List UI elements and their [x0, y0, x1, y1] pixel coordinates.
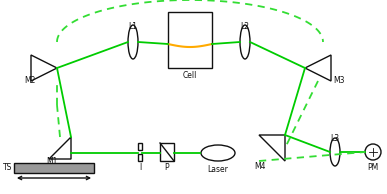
Bar — [138, 143, 142, 150]
Text: M3: M3 — [333, 76, 344, 85]
Text: Cell: Cell — [183, 71, 197, 80]
Text: L2: L2 — [240, 22, 250, 31]
Text: L3: L3 — [330, 134, 339, 143]
Bar — [168, 12, 212, 68]
Text: M4: M4 — [254, 162, 266, 171]
Text: PM: PM — [367, 163, 378, 172]
Text: M2: M2 — [24, 76, 36, 85]
Text: L1: L1 — [128, 22, 137, 31]
Bar — [160, 143, 174, 161]
Text: P: P — [165, 163, 170, 172]
Bar — [14, 163, 94, 173]
Text: M1: M1 — [46, 157, 58, 166]
Text: TS: TS — [3, 163, 13, 172]
Text: Laser: Laser — [207, 165, 228, 174]
Bar — [138, 154, 142, 161]
Text: I: I — [139, 163, 141, 172]
